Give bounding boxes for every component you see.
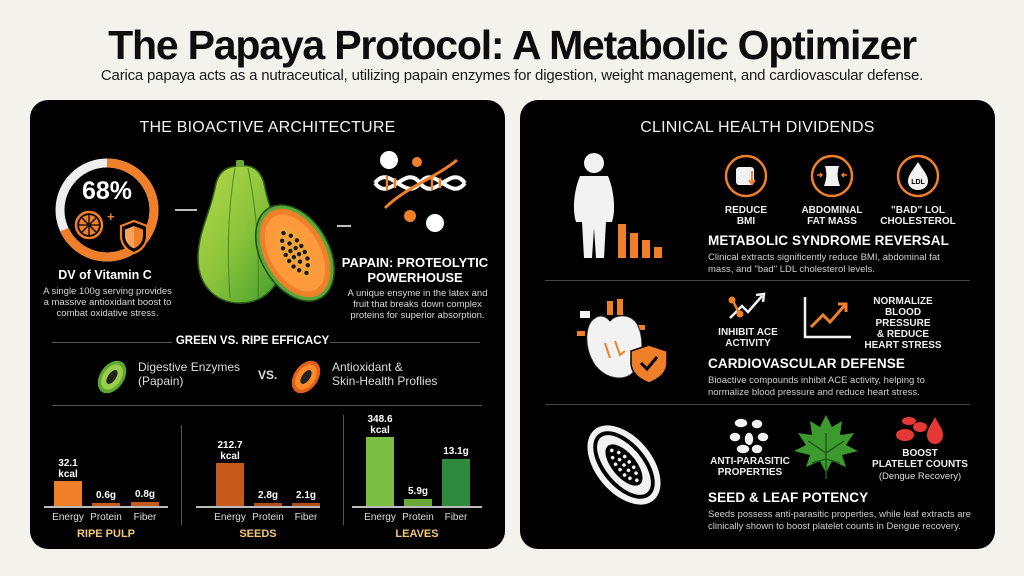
category-label: Fiber bbox=[133, 512, 157, 523]
green-efficacy-label: Digestive Enzymes (Papain) bbox=[138, 360, 241, 388]
papaya-fruit-illustration bbox=[197, 160, 335, 304]
bar-value-label: 5.9g bbox=[407, 486, 428, 497]
vitamin-c-description: A single 100g serving provides a massive… bbox=[43, 286, 172, 319]
plus-icon: + bbox=[107, 209, 115, 224]
vitamin-c-heading: DV of Vitamin C bbox=[58, 268, 152, 282]
scale-down-icon bbox=[724, 154, 768, 198]
bar-ripe-fiber bbox=[131, 502, 159, 506]
blood-cells-icon bbox=[896, 417, 943, 444]
panel-title: THE BIOACTIVE ARCHITECTURE bbox=[139, 119, 396, 136]
group-label: SEEDS bbox=[239, 528, 277, 540]
bar-value-label: 2.8g bbox=[257, 490, 278, 501]
category-label: Energy bbox=[52, 512, 84, 523]
bar-value-label: 32.1 kcal bbox=[58, 458, 78, 480]
papaya-leaf-icon bbox=[794, 415, 858, 479]
bar-value-label: 0.6g bbox=[95, 490, 116, 501]
page-subtitle: Carica papaya acts as a nutraceutical, u… bbox=[100, 67, 924, 84]
normalize-blood-pressure-label: NORMALIZE BLOOD PRESSURE & REDUCE HEART … bbox=[864, 296, 942, 351]
chart-axis bbox=[196, 506, 320, 508]
dengue-recovery-label: (Dengue Recovery) bbox=[878, 471, 962, 482]
divider bbox=[545, 280, 970, 281]
ldl-drop-icon: LDL bbox=[896, 154, 940, 198]
anti-parasitic-label: ANTI-PARASITIC PROPERTIES bbox=[710, 456, 790, 478]
bar-value-label: 13.1g bbox=[443, 446, 469, 457]
green-papaya-icon bbox=[97, 360, 127, 394]
bar-seeds-energy bbox=[216, 463, 244, 506]
vitamin-c-percent: 68% bbox=[81, 177, 133, 205]
papain-heading: PAPAIN: PROTEOLYTIC POWERHOUSE bbox=[341, 255, 489, 285]
waist-icon bbox=[810, 154, 854, 198]
bar-seeds-fiber bbox=[292, 503, 320, 506]
bar-leaves-protein bbox=[404, 499, 432, 506]
divider bbox=[52, 342, 172, 343]
boost-platelet-label: BOOST PLATELET COUNTS bbox=[872, 448, 968, 470]
progress-ring-icon bbox=[55, 158, 159, 262]
bar-value-label: 212.7 kcal bbox=[217, 440, 243, 462]
metabolic-description: Clinical extracts significently reduce B… bbox=[708, 252, 940, 275]
inhibit-ace-label: INHIBIT ACE ACTIVITY bbox=[718, 327, 778, 349]
page-title: The Papaya Protocol: A Metabolic Optimiz… bbox=[108, 22, 917, 68]
vs-label: VS. bbox=[258, 368, 278, 382]
chart-axis bbox=[352, 506, 482, 508]
ace-inhibit-icon bbox=[728, 292, 766, 319]
seed-leaf-description: Seeds possess anti-parasitic properties,… bbox=[708, 509, 971, 532]
abdominal-fat-label: ABDOMINAL FAT MASS bbox=[801, 205, 863, 227]
svg-text:LDL: LDL bbox=[911, 179, 925, 186]
ripe-papaya-icon bbox=[291, 360, 321, 394]
divider bbox=[545, 404, 970, 405]
category-label: Energy bbox=[364, 512, 396, 523]
category-label: Fiber bbox=[444, 512, 468, 523]
bar-ripe-protein bbox=[92, 503, 120, 506]
bar-leaves-energy bbox=[366, 437, 394, 506]
reduce-bmi-label: REDUCE BMI bbox=[724, 205, 768, 227]
ldl-cholesterol-label: "BAD" LOL CHOLESTEROL bbox=[880, 205, 956, 227]
seeds-icon bbox=[728, 417, 770, 455]
divider bbox=[52, 405, 482, 406]
heart-shield-icon bbox=[577, 299, 668, 384]
bar-ripe-energy bbox=[54, 481, 82, 506]
divider bbox=[330, 342, 480, 343]
category-label: Protein bbox=[402, 512, 434, 523]
trend-chart-icon bbox=[803, 297, 851, 339]
papain-description: A unique ensyme in the latex and fruit t… bbox=[347, 288, 488, 321]
bioactive-architecture-panel: THE BIOACTIVE ARCHITECTURE 68% + DV of V… bbox=[30, 100, 505, 549]
metabolic-heading: METABOLIC SYNDROME REVERSAL bbox=[708, 233, 949, 248]
bar-value-label: 2.1g bbox=[295, 490, 316, 501]
cardio-heading: CARDIOVASCULAR DEFENSE bbox=[708, 356, 905, 371]
group-label: RIPE PULP bbox=[76, 528, 136, 540]
connector-line bbox=[175, 209, 197, 211]
chart-separator bbox=[181, 425, 182, 525]
cardio-description: Bioactive compounds inhibit ACE activity… bbox=[708, 375, 925, 398]
comparison-title: GREEN VS. RIPE EFFICACY bbox=[175, 335, 330, 347]
group-label: LEAVES bbox=[395, 528, 439, 540]
connector-line bbox=[337, 225, 351, 227]
papaya-half-icon bbox=[587, 425, 661, 505]
chart-axis bbox=[44, 506, 168, 508]
bar-seeds-protein bbox=[254, 503, 282, 506]
panel-title: CLINICAL HEALTH DIVIDENDS bbox=[640, 119, 875, 136]
ripe-efficacy-label: Antioxidant & Skin-Health Proflies bbox=[332, 360, 438, 388]
bar-leaves-fiber bbox=[442, 459, 470, 506]
bar-value-label: 0.8g bbox=[134, 489, 155, 500]
seed-leaf-heading: SEED & LEAF POTENCY bbox=[708, 490, 869, 505]
category-label: Fiber bbox=[294, 512, 318, 523]
body-weight-loss-icon bbox=[573, 153, 662, 258]
nutrition-chart: 32.1 kcal 0.6g 0.8g Energy Protein Fiber… bbox=[30, 410, 505, 549]
chart-separator bbox=[343, 415, 344, 525]
vitamin-c-ring: 68% + bbox=[52, 155, 162, 265]
dna-enzyme-icon bbox=[373, 151, 467, 232]
category-label: Protein bbox=[252, 512, 284, 523]
citrus-slice-icon bbox=[74, 210, 104, 240]
category-label: Energy bbox=[214, 512, 246, 523]
clinical-health-dividends-panel: CLINICAL HEALTH DIVIDENDS REDUCE BMI ABD… bbox=[520, 100, 995, 549]
bar-value-label: 348.6 kcal bbox=[367, 414, 393, 436]
shield-icon bbox=[119, 219, 149, 255]
category-label: Protein bbox=[90, 512, 122, 523]
